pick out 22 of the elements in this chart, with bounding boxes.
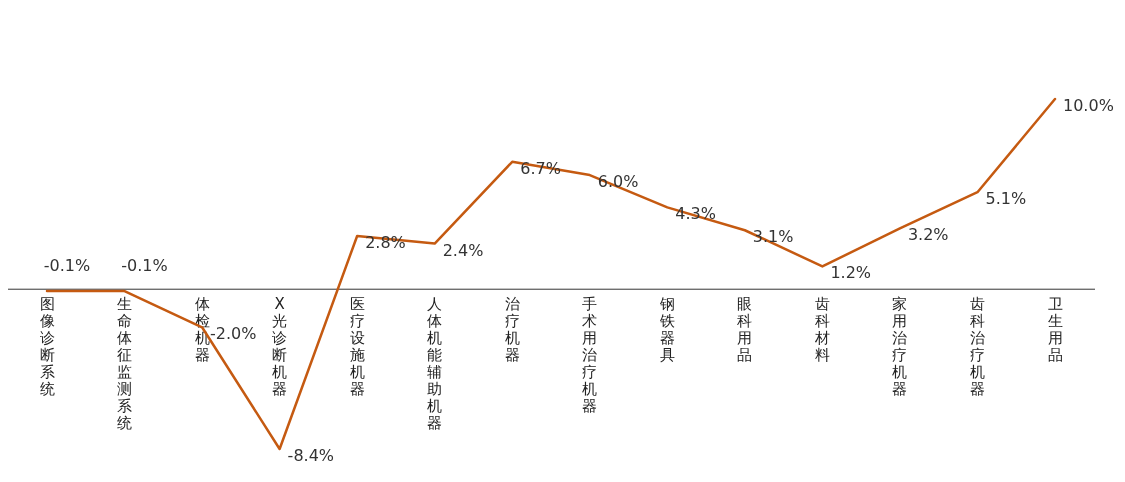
data-label: 10.0% (1063, 96, 1114, 115)
x-tick-label: 医疗设施机器 (349, 295, 365, 399)
data-label: -2.0% (210, 324, 257, 344)
data-label: 3.2% (907, 225, 949, 245)
x-tick-label: 人体机能辅助机器 (427, 295, 443, 433)
x-tick-label: 手术用治疗机器 (582, 295, 598, 416)
x-tick-label: X光诊断机器 (272, 295, 288, 399)
data-label: 2.4% (442, 240, 484, 260)
data-label: 5.1% (985, 189, 1027, 209)
x-tick-label: 齿科治疗机器 (969, 295, 985, 399)
x-tick-label: 家用治疗机器 (892, 295, 908, 399)
data-label: -0.1% (121, 256, 168, 276)
x-tick-label: 生命体征监测系统 (117, 295, 133, 433)
data-label: -0.1% (43, 256, 91, 276)
x-tick-label: 齿科材料 (813, 295, 830, 365)
data-label: -8.4% (287, 446, 335, 465)
x-tick-label: 眼科用品 (737, 295, 753, 365)
x-tick-label: 图像诊断系统 (39, 295, 55, 399)
x-tick-label: 卫生用品 (1047, 295, 1063, 365)
x-tick-label: 治疗机器 (504, 295, 520, 365)
data-label: 1.2% (830, 263, 872, 283)
x-tick-label: 钢铁器具 (658, 295, 675, 365)
